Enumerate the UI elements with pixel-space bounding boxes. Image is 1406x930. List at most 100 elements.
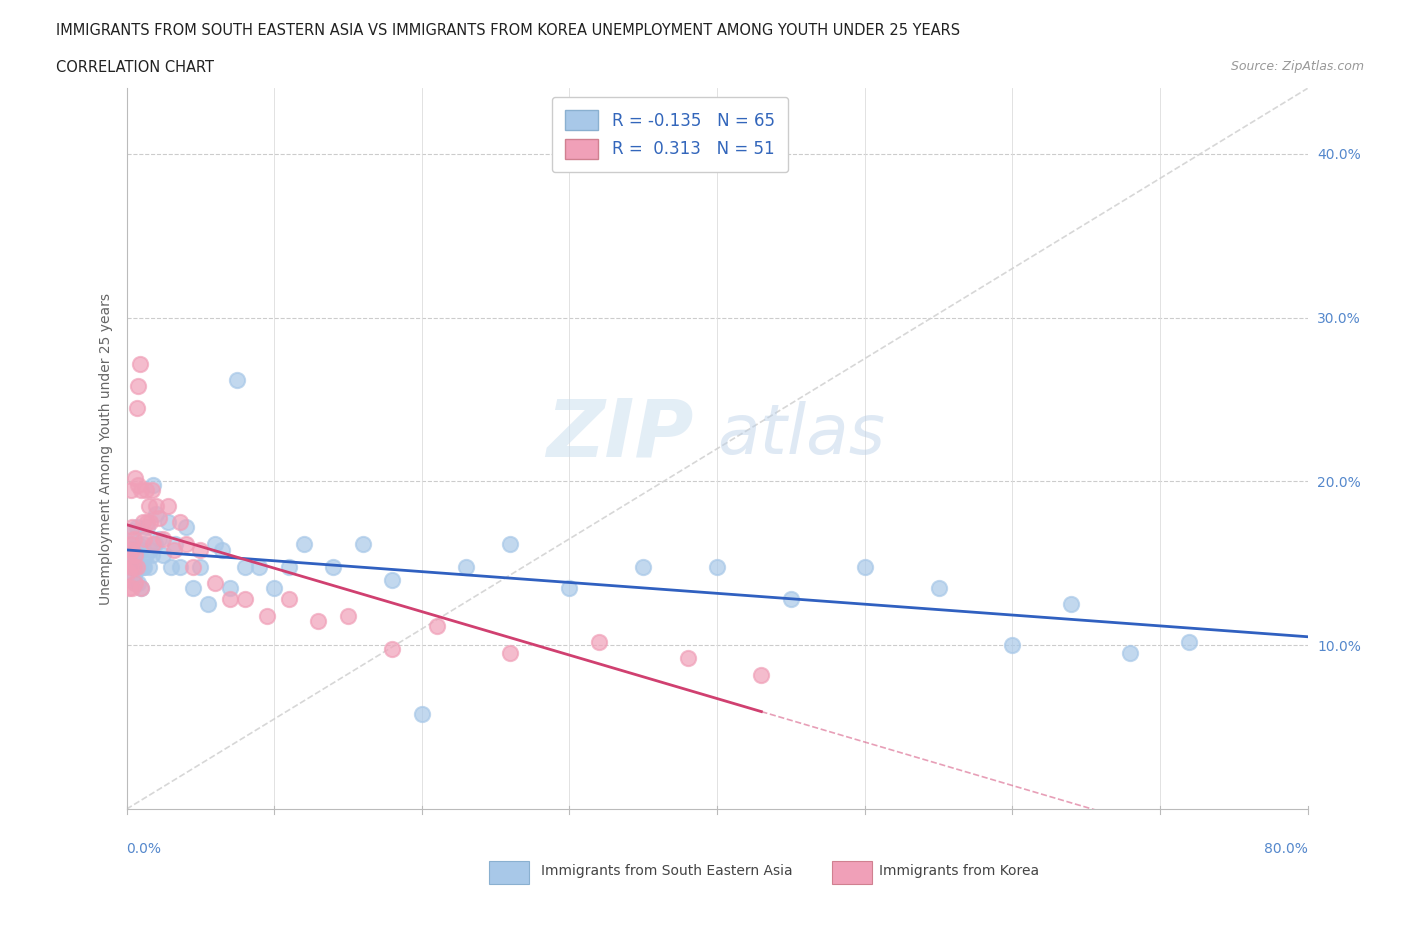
Text: 80.0%: 80.0% [1264, 842, 1308, 856]
Point [118, 548, 141, 563]
Point [322, 559, 344, 574]
Point [129, 543, 153, 558]
Point [204, 576, 226, 591]
Point [219, 580, 242, 595]
Point [134, 559, 156, 574]
Point [120, 537, 142, 551]
Point [142, 477, 165, 492]
Point [132, 515, 155, 530]
Text: CORRELATION CHART: CORRELATION CHART [56, 60, 214, 75]
Point [1119, 646, 1142, 661]
Point [142, 537, 165, 551]
Point [278, 592, 301, 607]
Point [125, 520, 148, 535]
Point [706, 559, 728, 574]
Point [124, 548, 146, 563]
Point [122, 539, 145, 554]
Point [169, 559, 191, 574]
Point [263, 580, 285, 595]
Point [124, 471, 146, 485]
Point [128, 356, 150, 371]
Point [129, 483, 153, 498]
Point [121, 524, 143, 538]
Point [1001, 638, 1024, 653]
Point [122, 531, 145, 546]
Point [1060, 597, 1083, 612]
Point [174, 537, 197, 551]
Point [169, 515, 191, 530]
Point [121, 520, 143, 535]
Text: Immigrants from South Eastern Asia: Immigrants from South Eastern Asia [541, 864, 793, 879]
Point [631, 559, 654, 574]
Point [141, 548, 163, 563]
Point [307, 613, 329, 628]
Point [127, 477, 149, 492]
Point [121, 580, 143, 595]
Point [128, 559, 150, 574]
Point [120, 559, 142, 574]
Point [122, 548, 145, 563]
Point [411, 707, 433, 722]
Point [163, 543, 186, 558]
Point [558, 580, 581, 595]
Point [188, 543, 211, 558]
Text: 0.0%: 0.0% [127, 842, 162, 856]
Point [135, 548, 157, 563]
Point [181, 580, 204, 595]
Point [124, 576, 146, 591]
Point [122, 559, 145, 574]
Point [278, 559, 301, 574]
Point [152, 531, 174, 546]
Point [233, 592, 256, 607]
Point [156, 515, 179, 530]
Point [145, 507, 167, 522]
Point [588, 634, 610, 649]
Point [127, 379, 149, 394]
Point [118, 548, 141, 563]
Legend: R = -0.135   N = 65, R =  0.313   N = 51: R = -0.135 N = 65, R = 0.313 N = 51 [551, 97, 787, 172]
Point [128, 543, 150, 558]
Point [139, 515, 162, 530]
Point [134, 531, 156, 546]
Point [226, 373, 249, 388]
Point [247, 559, 270, 574]
Point [233, 559, 256, 574]
Point [352, 537, 374, 551]
Point [165, 537, 187, 551]
Point [125, 548, 148, 563]
Point [120, 483, 142, 498]
Point [853, 559, 876, 574]
Point [204, 537, 226, 551]
Point [425, 618, 447, 633]
Point [121, 556, 143, 571]
Point [499, 537, 522, 551]
Point [219, 592, 242, 607]
Point [148, 510, 170, 525]
Point [125, 400, 148, 415]
Point [135, 483, 157, 498]
Text: atlas: atlas [717, 401, 884, 468]
Point [156, 498, 179, 513]
Point [159, 559, 183, 574]
Y-axis label: Unemployment Among Youth under 25 years: Unemployment Among Youth under 25 years [98, 293, 112, 604]
Point [132, 559, 155, 574]
Text: ZIP: ZIP [546, 395, 693, 473]
Point [337, 608, 360, 623]
Point [132, 537, 155, 551]
Point [143, 537, 166, 551]
Point [129, 580, 153, 595]
Point [211, 543, 233, 558]
Point [381, 641, 404, 656]
Point [118, 580, 141, 595]
Point [136, 515, 159, 530]
Point [148, 531, 170, 546]
Point [125, 559, 148, 574]
Point [127, 576, 149, 591]
Text: IMMIGRANTS FROM SOUTH EASTERN ASIA VS IMMIGRANTS FROM KOREA UNEMPLOYMENT AMONG Y: IMMIGRANTS FROM SOUTH EASTERN ASIA VS IM… [56, 23, 960, 38]
Point [454, 559, 477, 574]
Point [256, 608, 278, 623]
Point [124, 576, 146, 591]
Point [188, 559, 211, 574]
Point [676, 651, 699, 666]
Point [292, 537, 315, 551]
